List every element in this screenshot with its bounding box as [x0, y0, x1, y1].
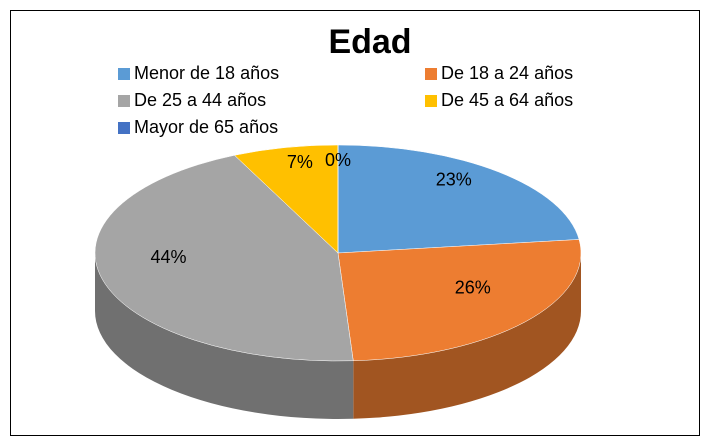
legend-label: De 18 a 24 años [441, 63, 573, 83]
data-label: 23% [436, 169, 472, 189]
legend-swatch [118, 68, 130, 80]
legend-swatch [118, 95, 130, 107]
legend-label: Mayor de 65 años [134, 117, 278, 137]
legend-swatch [118, 122, 130, 134]
data-label: 44% [151, 247, 187, 267]
slice [234, 144, 339, 254]
legend-label: De 25 a 44 años [134, 90, 266, 110]
legend-label: Menor de 18 años [134, 63, 279, 83]
data-label: 0% [325, 150, 351, 170]
slice [337, 144, 580, 254]
legend-label: De 45 a 64 años [441, 90, 573, 110]
legend-swatch [425, 95, 437, 107]
slice [337, 239, 582, 362]
legend-swatch [425, 68, 437, 80]
slice-side [353, 253, 581, 419]
slice-side [95, 253, 354, 419]
data-label: 7% [287, 152, 313, 172]
data-label: 26% [455, 277, 491, 297]
chart-title: Edad [328, 23, 411, 61]
